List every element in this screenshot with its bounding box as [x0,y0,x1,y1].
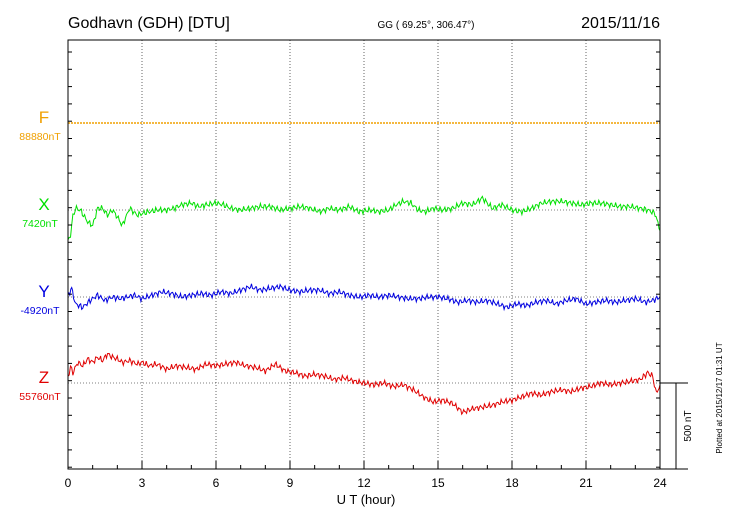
series-name-z: Z [39,368,49,387]
series-baseline-value-x: 7420nT [22,218,58,230]
scale-bar: 500 nT [660,382,694,470]
x-axis-label: U T (hour) [337,492,396,507]
x-tick-label: 12 [357,476,371,490]
x-tick-label: 18 [505,476,519,490]
series-name-f: F [39,108,49,127]
x-tick-label: 6 [213,476,220,490]
plotted-at-note: Plotted at 2015/12/17 01:31 UT [715,342,724,453]
x-tick-label: 0 [65,476,72,490]
series-traces [67,122,661,416]
plot-date: 2015/11/16 [581,15,660,32]
series-line-x [67,195,661,241]
series-baseline-value-y: -4920nT [20,305,60,317]
grid-lines [141,40,587,469]
x-tick-label: 21 [579,476,593,490]
plot-frame [67,39,661,470]
series-name-y: Y [38,282,49,301]
station-coordinates: GG ( 69.25°, 306.47°) [378,20,475,31]
series-name-x: X [38,195,49,214]
x-tick-label: 15 [431,476,445,490]
series-baseline-value-z: 55760nT [19,391,61,403]
series-line-z [67,352,661,416]
series-labels: F 88880nT X 7420nT Y -4920nT Z 55760nT [19,108,61,403]
series-line-y [67,283,661,312]
series-baseline-value-f: 88880nT [19,131,61,143]
x-tick-label: 9 [287,476,294,490]
x-tick-label: 24 [653,476,667,490]
x-tick-label: 3 [139,476,146,490]
scale-bar-label: 500 nT [683,410,694,441]
station-title: Godhavn (GDH) [DTU] [68,15,230,32]
